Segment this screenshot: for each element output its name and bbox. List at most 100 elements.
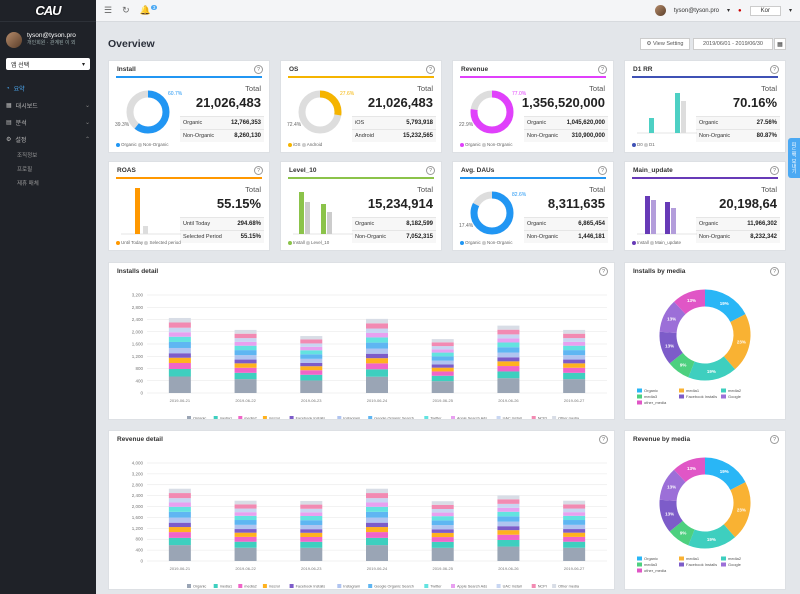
help-icon[interactable]: ? xyxy=(770,65,779,74)
sidebar-item-label: 대시보드 xyxy=(15,104,38,110)
legend-swatch xyxy=(531,584,536,588)
help-icon[interactable]: ? xyxy=(426,166,435,175)
mini-bar xyxy=(681,101,686,133)
topbar-user[interactable]: tyson@tyson.pro xyxy=(673,7,719,14)
bar-segment xyxy=(563,341,586,346)
legend-label: NCPI xyxy=(538,417,547,420)
bar-segment xyxy=(563,367,586,373)
sidebar-item-dashboard[interactable]: ▦ 대시보드 ⌄ xyxy=(0,97,96,114)
legend-swatch xyxy=(187,416,191,419)
sidebar-subitem-org[interactable]: 조직정보 xyxy=(17,153,38,159)
help-icon[interactable]: ? xyxy=(599,435,608,444)
app-select[interactable]: 앱 선택 ▾ xyxy=(6,58,90,70)
total-value: 15,234,914 xyxy=(367,196,433,211)
caret-down-icon[interactable]: ▾ xyxy=(788,8,792,14)
legend-label: D1 xyxy=(649,142,655,147)
help-icon[interactable]: ? xyxy=(254,65,263,74)
bar-segment xyxy=(563,504,586,509)
app-logo[interactable]: CAU xyxy=(0,0,96,22)
legend-dot xyxy=(116,142,120,147)
bar-segment xyxy=(300,532,323,537)
sidebar-item-summary[interactable]: ◔ 요약 xyxy=(0,80,96,97)
bar-segment xyxy=(234,500,257,505)
legend-label: inscrol xyxy=(269,585,280,589)
donut-label: 23% xyxy=(737,339,746,344)
bar-segment xyxy=(168,317,191,323)
feedback-tab[interactable]: 피드백 보내기 xyxy=(788,138,800,178)
help-icon[interactable]: ? xyxy=(770,435,779,444)
bar-segment xyxy=(497,503,520,508)
metric-row: Non-Organic 310,900,000 xyxy=(524,129,608,142)
pct-label-a: 27.6% xyxy=(340,91,355,97)
help-icon[interactable]: ? xyxy=(426,65,435,74)
bar-segment xyxy=(366,545,388,561)
bar-segment xyxy=(431,349,454,353)
legend-label: Organic xyxy=(644,388,658,393)
bell-icon[interactable]: 🔔 3 xyxy=(139,5,158,15)
legend-swatch xyxy=(531,416,536,419)
donut-segment xyxy=(659,331,684,364)
bar-segment xyxy=(234,547,257,561)
card-legend: Install Level_10 xyxy=(288,240,329,245)
bar-segment xyxy=(497,357,520,362)
bar-segment xyxy=(366,532,388,538)
sidebar-menu: ◔ 요약 ▦ 대시보드 ⌄ ▤ 분석 ⌄ ⚙ 설정 ⌃ 조직정보 프로필 제휴 매체 xyxy=(0,80,96,190)
mini-bar xyxy=(675,93,680,133)
caret-down-icon[interactable]: ▾ xyxy=(727,8,731,14)
bar-segment xyxy=(497,338,520,343)
legend-dot xyxy=(482,142,487,147)
bar-segment xyxy=(497,526,520,531)
chevron-down-icon: ⌄ xyxy=(84,120,90,126)
legend-dot xyxy=(116,240,120,245)
metric-value: 11,966,302 xyxy=(747,221,777,227)
sidebar-subitem-media[interactable]: 제휴 매체 xyxy=(17,181,39,187)
legend-label: UAC Install xyxy=(503,585,522,589)
view-setting-button[interactable]: ⚙ View Setting xyxy=(640,38,690,50)
bar-segment xyxy=(431,364,454,368)
help-icon[interactable]: ? xyxy=(599,267,608,276)
bar-segment xyxy=(168,532,191,538)
help-icon[interactable]: ? xyxy=(770,267,779,276)
donut-label: 13% xyxy=(667,317,676,322)
bar-segment xyxy=(300,346,323,351)
donut-label: 23% xyxy=(737,507,746,512)
topbar-avatar[interactable] xyxy=(654,5,666,16)
legend-swatch xyxy=(637,400,642,405)
bar-segment xyxy=(234,338,257,342)
bar-segment xyxy=(234,341,257,346)
legend-label: Apple Search Ads xyxy=(457,585,487,589)
mini-chart: 27.6% 72.4% xyxy=(287,90,355,134)
pct-label-b: 39.3% xyxy=(115,122,130,128)
mini-bar xyxy=(321,204,326,234)
revenue-detail-chart: 0 400 800 1,200 1,600 2,000 2,400 2,800 3,200 4,0… xyxy=(132,461,607,589)
sidebar-item-analysis[interactable]: ▤ 분석 ⌄ xyxy=(0,114,96,131)
metric-value: 1,045,620,000 xyxy=(566,120,605,126)
hamburger-icon[interactable]: ☰ xyxy=(104,5,113,15)
help-icon[interactable]: ? xyxy=(254,166,263,175)
y-tick-label: 1,600 xyxy=(132,342,144,347)
bar-segment xyxy=(563,536,586,542)
refresh-icon[interactable]: ↻ xyxy=(122,5,130,15)
y-tick-label: 2,400 xyxy=(132,317,144,322)
card-title: Avg. DAUs xyxy=(461,167,495,174)
help-icon[interactable]: ? xyxy=(598,65,607,74)
bar-segment xyxy=(168,368,191,377)
bar-segment xyxy=(431,375,454,382)
metric-label: Selected Period xyxy=(183,234,222,240)
total-value: 55.15% xyxy=(216,196,261,211)
date-range-input[interactable]: 2019/06/01 - 2019/06/30 xyxy=(693,38,773,50)
legend-swatch xyxy=(496,584,501,588)
bar-segment xyxy=(168,537,191,546)
metric-value: 6,865,454 xyxy=(578,221,605,227)
legend-swatch xyxy=(368,416,373,419)
help-icon[interactable]: ? xyxy=(598,166,607,175)
bar-segment xyxy=(431,537,454,542)
metric-label: Organic xyxy=(699,120,719,126)
bar-segment xyxy=(168,357,191,363)
sidebar-subitem-profile[interactable]: 프로필 xyxy=(17,167,33,173)
bar-segment xyxy=(234,532,257,537)
language-select[interactable]: Kor xyxy=(749,5,781,16)
help-icon[interactable]: ? xyxy=(770,166,779,175)
sidebar-item-settings[interactable]: ⚙ 설정 ⌃ xyxy=(0,131,96,148)
calendar-icon[interactable]: ▦ xyxy=(774,38,786,50)
